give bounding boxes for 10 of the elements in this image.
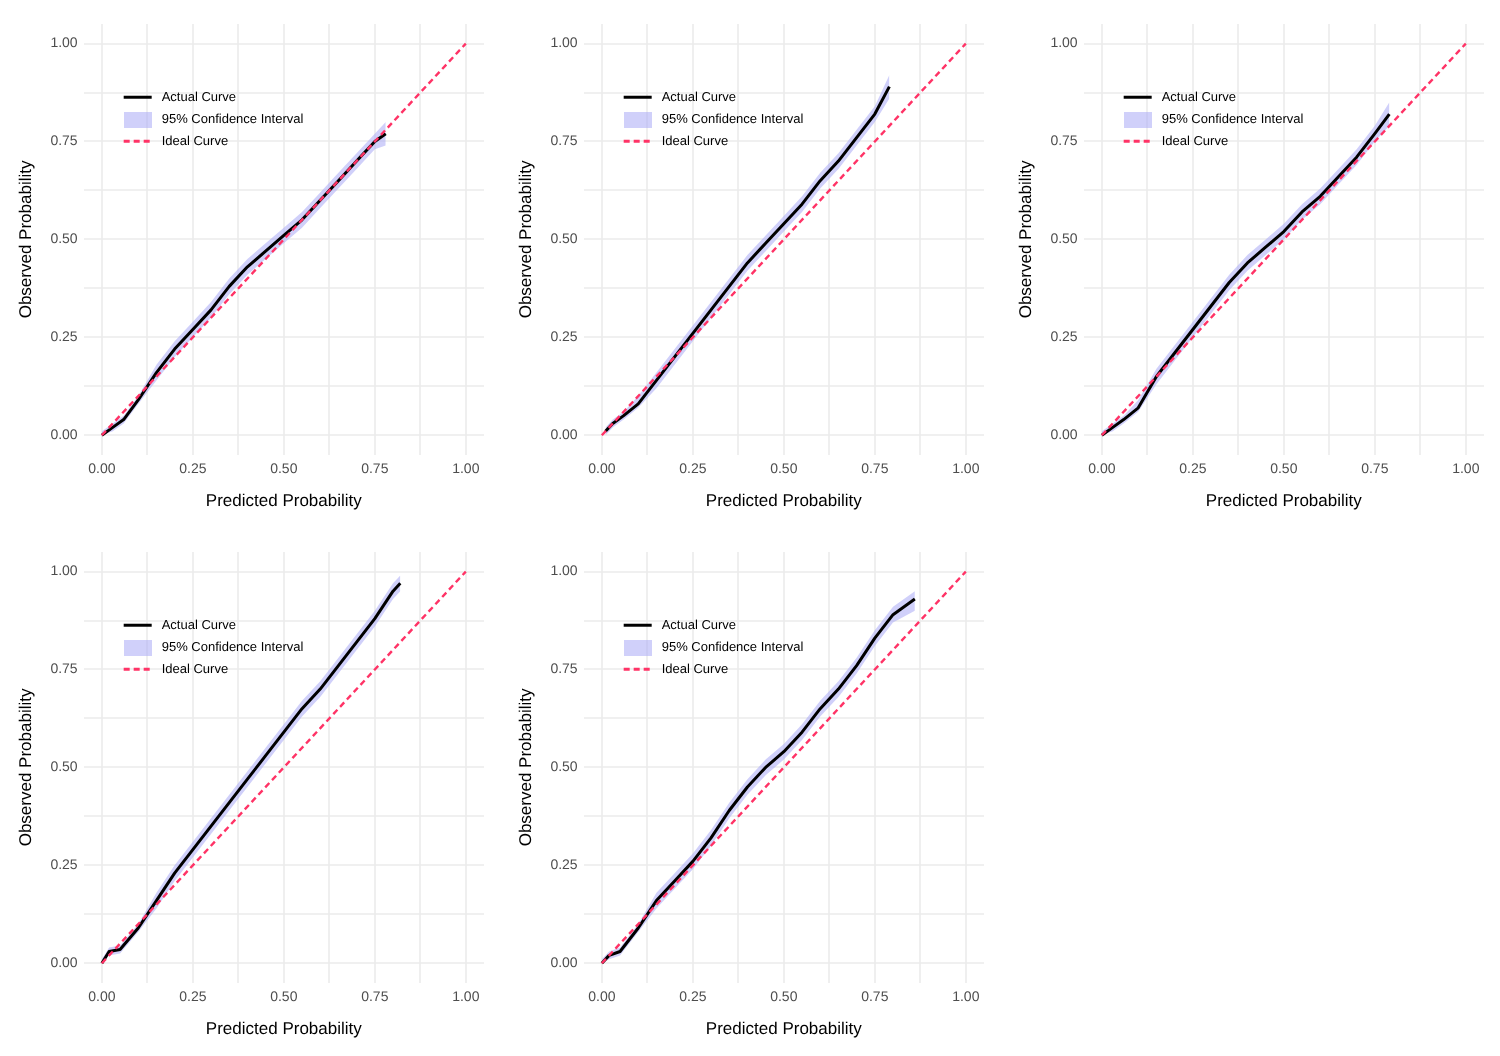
y-axis-title: Observed Probability [514,687,535,847]
y-axis-title: Observed Probability [14,159,35,319]
x-axis-title: Predicted Probability [705,490,864,511]
x-axis-title: Predicted Probability [205,1018,364,1039]
y-axis-title: Observed Probability [14,687,35,847]
y-axis-title: Observed Probability [514,159,535,319]
x-axis-title: Predicted Probability [1205,490,1364,511]
x-axis-title: Predicted Probability [705,1018,864,1039]
x-axis-title: Predicted Probability [205,490,364,511]
y-axis-title: Observed Probability [1014,159,1035,319]
